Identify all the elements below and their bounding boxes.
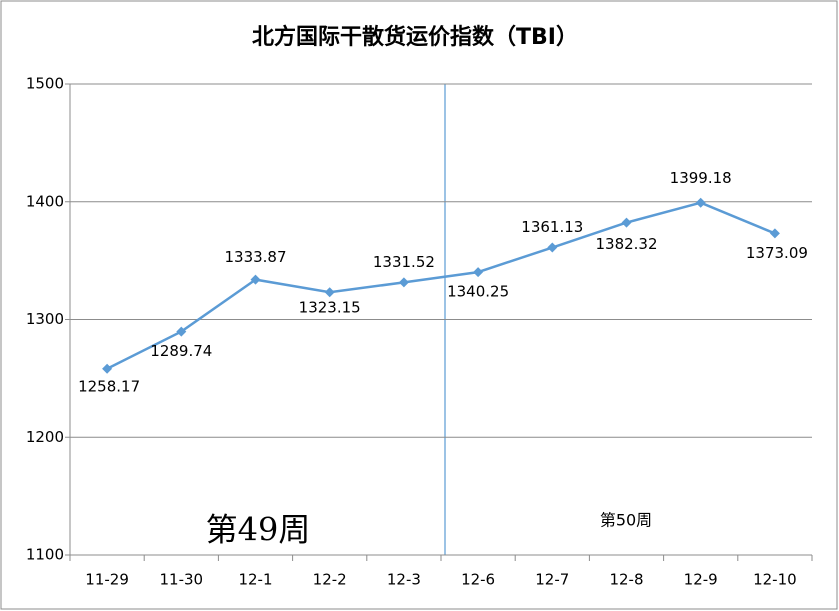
x-tick-label: 12-1	[238, 571, 272, 589]
point	[398, 277, 409, 288]
data-label: 1399.18	[670, 169, 732, 187]
data-label: 1323.15	[299, 299, 361, 317]
point	[547, 242, 558, 253]
point	[621, 217, 632, 228]
data-label: 1289.74	[150, 342, 212, 360]
y-tick-label: 1500	[26, 75, 64, 93]
x-tick-label: 12-6	[461, 571, 495, 589]
data-label: 1382.32	[595, 235, 657, 253]
point	[250, 274, 261, 285]
point	[769, 228, 780, 239]
x-tick-label: 11-30	[160, 571, 204, 589]
x-tick-label: 12-9	[684, 571, 718, 589]
point	[324, 287, 335, 298]
y-tick-label: 1400	[26, 192, 64, 210]
y-tick-label: 1100	[26, 546, 64, 564]
point	[102, 363, 113, 374]
x-tick-label: 12-10	[753, 571, 797, 589]
data-label: 1331.52	[373, 253, 435, 271]
x-tick-label: 12-7	[535, 571, 569, 589]
week-annotation: 第49周	[206, 511, 311, 549]
data-label: 1333.87	[224, 248, 286, 266]
x-tick-label: 11-29	[85, 571, 129, 589]
series-line	[106, 201, 776, 370]
y-tick-label: 1300	[26, 310, 64, 328]
x-tick-label: 12-8	[609, 571, 643, 589]
x-tick-label: 12-3	[387, 571, 421, 589]
point	[176, 326, 187, 337]
point	[473, 267, 484, 278]
chart-title: 北方国际干散货运价指数（TBI）	[252, 24, 578, 50]
data-label: 1373.09	[746, 244, 808, 262]
week-annotation: 第50周	[600, 511, 652, 530]
x-tick-label: 12-2	[313, 571, 347, 589]
data-label: 1361.13	[521, 218, 583, 236]
data-label: 1258.17	[78, 377, 140, 395]
y-tick-label: 1200	[26, 428, 64, 446]
point	[695, 197, 706, 208]
data-label: 1340.25	[447, 283, 509, 301]
